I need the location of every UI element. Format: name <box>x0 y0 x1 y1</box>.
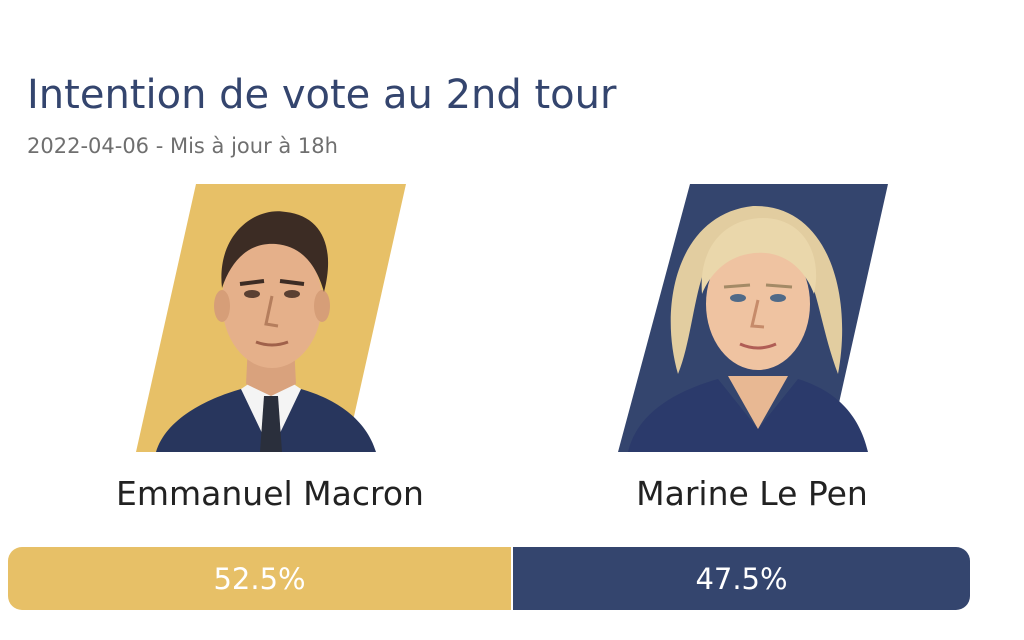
bar-segment-lepen: 47.5% <box>513 547 970 610</box>
chart-subtitle: 2022-04-06 - Mis à jour à 18h <box>27 134 338 158</box>
portrait-lepen-icon <box>618 184 888 452</box>
candidate-name-macron: Emmanuel Macron <box>116 474 424 513</box>
bar-segment-macron: 52.5% <box>8 547 514 610</box>
portrait-macron-icon <box>136 184 406 452</box>
vote-share-bar: 52.5% 47.5% <box>8 547 970 610</box>
chart-title: Intention de vote au 2nd tour <box>27 72 617 118</box>
candidate-name-lepen: Marine Le Pen <box>636 474 868 513</box>
